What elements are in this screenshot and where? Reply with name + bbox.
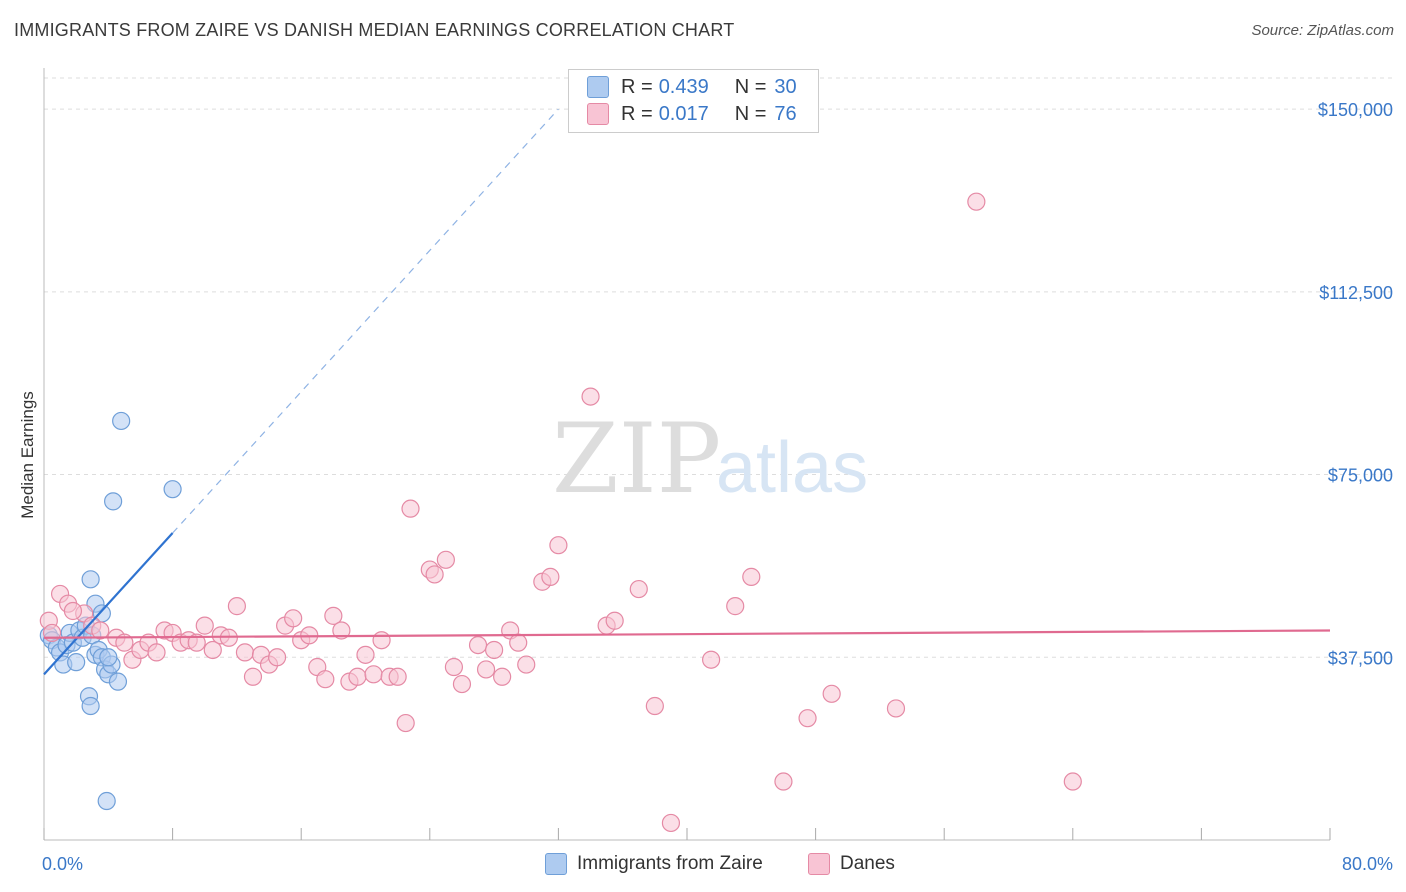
stats-legend-row-zaire: R = 0.439 N = 30: [587, 74, 797, 100]
point-danes: [63, 601, 83, 621]
legend-label-danes: Danes: [840, 853, 895, 874]
legend-swatch-zaire: [587, 76, 609, 98]
point-danes: [468, 635, 488, 655]
point-danes: [147, 643, 166, 662]
r-value: 0.017: [658, 102, 709, 125]
point-danes: [702, 650, 721, 669]
point-danes: [396, 713, 415, 733]
point-danes: [549, 536, 568, 555]
point-danes: [742, 567, 761, 586]
point-danes: [388, 667, 407, 686]
point-danes: [364, 665, 383, 684]
point-danes: [493, 667, 512, 686]
point-danes: [436, 550, 455, 569]
point-danes: [726, 597, 745, 616]
point-danes: [227, 597, 246, 616]
point-danes: [324, 606, 343, 625]
y-tick-label: $37,500: [1328, 648, 1393, 668]
point-danes: [774, 772, 793, 791]
n-label: N =: [734, 102, 767, 125]
trend-line-danes: [43, 629, 1331, 639]
point-danes: [886, 699, 906, 718]
point-danes: [1063, 772, 1082, 791]
n-value: 30: [774, 75, 797, 98]
point-danes: [195, 616, 214, 635]
legend-label-zaire: Immigrants from Zaire: [577, 853, 763, 874]
point-danes: [967, 192, 986, 211]
point-danes: [332, 621, 351, 640]
point-zaire: [67, 653, 86, 672]
point-danes: [581, 387, 600, 406]
point-danes: [661, 813, 681, 833]
point-danes: [509, 633, 528, 652]
point-danes: [629, 579, 648, 599]
point-zaire: [163, 480, 182, 499]
point-danes: [822, 684, 841, 703]
trend-lines: [43, 108, 1331, 676]
point-danes: [243, 667, 263, 686]
point-danes: [517, 655, 536, 674]
bottom-legend-zaire[interactable]: Immigrants from Zaire: [545, 852, 763, 876]
axes: [43, 68, 1331, 841]
point-danes: [476, 660, 496, 679]
x-tick-label-max: 80.0%: [1342, 854, 1393, 874]
point-danes: [605, 611, 624, 630]
legend-swatch-danes: [587, 103, 609, 125]
watermark-zip: ZIP: [552, 403, 721, 515]
y-tick-label: $75,000: [1328, 466, 1393, 486]
chart-source: Source: ZipAtlas.com: [1251, 22, 1394, 39]
legend-swatch-zaire: [545, 853, 567, 875]
point-danes: [541, 567, 560, 586]
point-danes: [425, 565, 444, 584]
point-danes: [91, 621, 110, 640]
bottom-legend-danes[interactable]: Danes: [808, 852, 895, 876]
point-zaire: [112, 411, 131, 431]
point-danes: [401, 499, 420, 518]
n-value: 76: [774, 102, 797, 125]
point-danes: [316, 670, 335, 689]
point-danes: [485, 640, 504, 660]
point-zaire: [99, 648, 118, 667]
point-danes: [645, 696, 664, 716]
point-danes: [444, 657, 464, 677]
point-zaire: [81, 570, 100, 589]
legend-swatch-danes: [808, 853, 830, 875]
x-tick-label-min: 0.0%: [42, 854, 83, 874]
chart-title: IMMIGRANTS FROM ZAIRE VS DANISH MEDIAN E…: [14, 20, 735, 40]
point-danes: [798, 709, 817, 728]
point-danes: [187, 633, 206, 652]
axis-tick-labels: $37,500 $75,000 $112,500 $150,000 0.0% 80.0%: [42, 100, 1393, 874]
watermark-atlas: atlas: [716, 428, 868, 508]
point-danes: [235, 643, 255, 662]
stats-legend: R = 0.439 N = 30 R = 0.017 N = 76: [568, 69, 819, 133]
r-value: 0.439: [658, 75, 709, 98]
point-danes: [452, 674, 472, 694]
stats-legend-row-danes: R = 0.017 N = 76: [587, 101, 797, 127]
point-zaire: [108, 672, 128, 691]
grid-lines: [44, 77, 1395, 658]
n-label: N =: [734, 75, 767, 98]
point-danes: [372, 631, 391, 650]
point-danes: [267, 648, 287, 667]
point-danes: [203, 640, 222, 660]
trend-line-zaire: [43, 532, 174, 676]
point-zaire: [104, 492, 123, 511]
trend-line-zaire-extension: [172, 108, 559, 534]
r-label: R =: [621, 75, 653, 98]
point-danes: [284, 609, 303, 628]
point-zaire: [81, 696, 100, 716]
r-label: R =: [621, 102, 653, 125]
point-zaire: [97, 791, 116, 811]
y-tick-label: $150,000: [1318, 100, 1393, 120]
point-danes: [348, 667, 367, 686]
point-danes: [356, 645, 375, 664]
y-tick-label: $112,500: [1319, 283, 1393, 303]
